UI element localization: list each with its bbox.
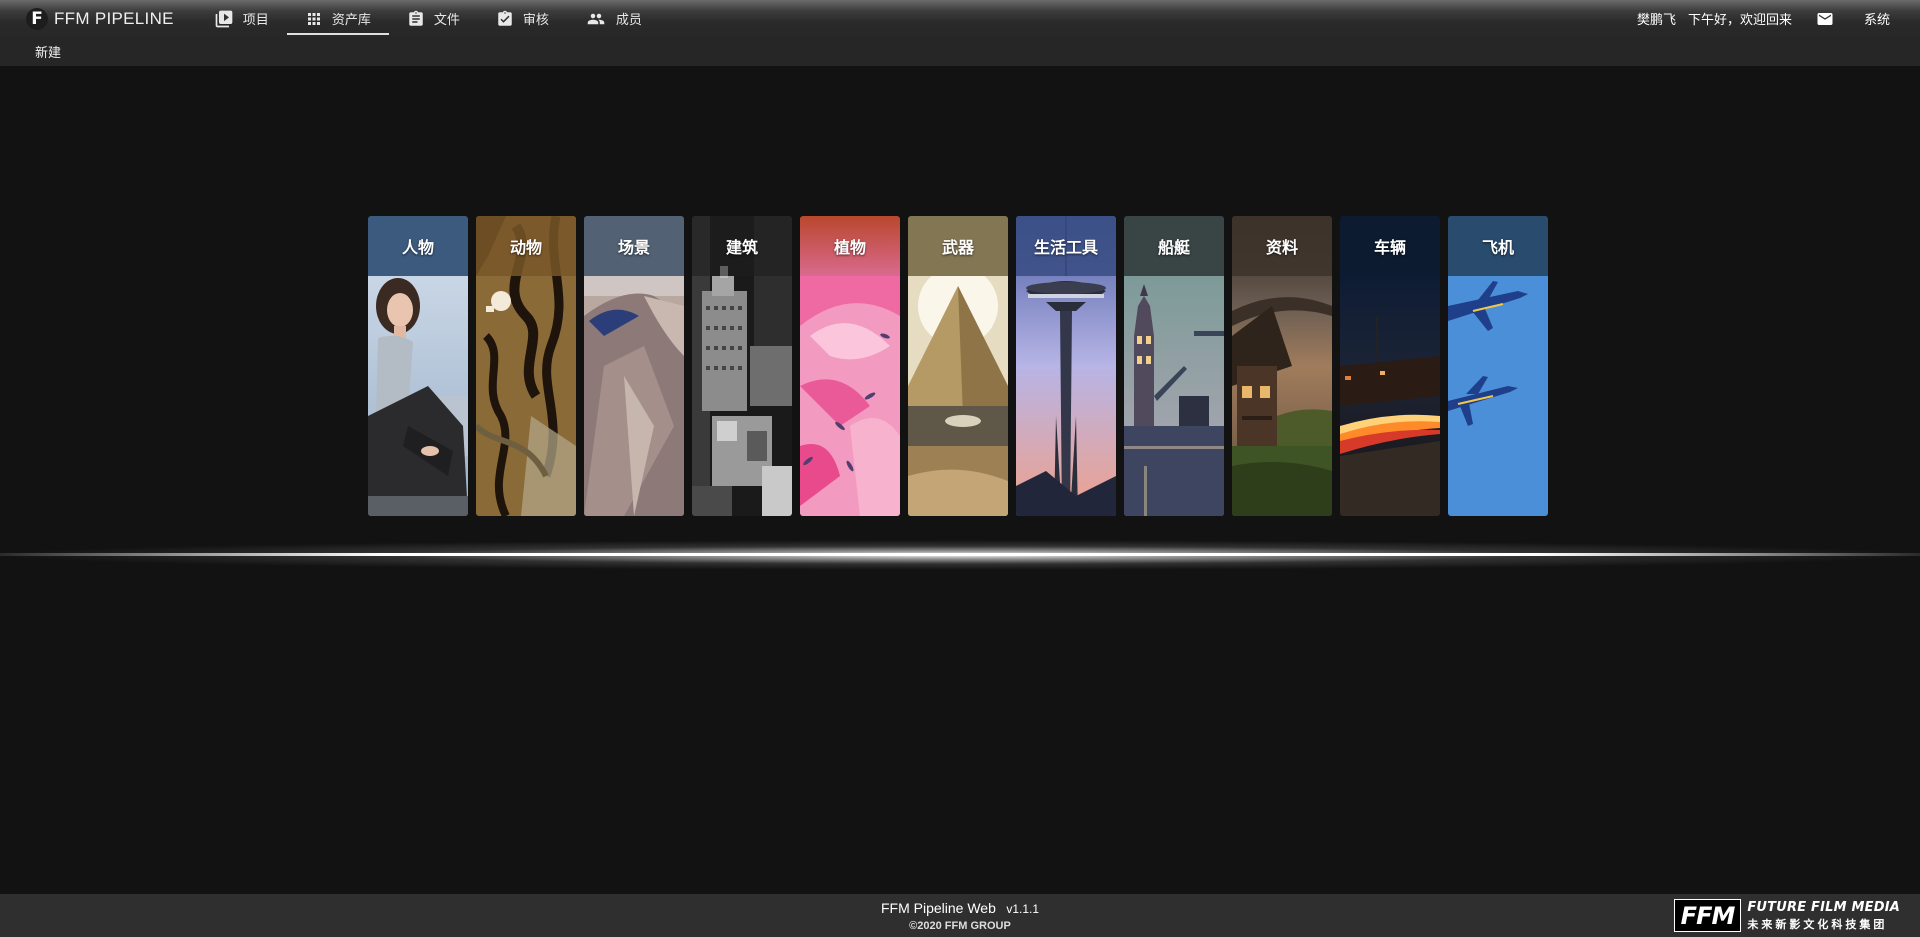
category-label: 场景 bbox=[584, 216, 684, 276]
category-architecture[interactable]: 建筑 bbox=[692, 216, 792, 516]
company-logo: FFM FUTURE FILM MEDIA 未来新影文化科技集团 bbox=[1673, 899, 1900, 932]
category-scenes[interactable]: 场景 bbox=[584, 216, 684, 516]
mail-icon[interactable] bbox=[1814, 10, 1836, 28]
pyramid-photo bbox=[908, 276, 1008, 516]
category-plants[interactable]: 植物 bbox=[800, 216, 900, 516]
category-aircraft[interactable]: 飞机 bbox=[1448, 216, 1548, 516]
pink-flower-photo bbox=[800, 276, 900, 516]
nav-item-label: 审核 bbox=[522, 13, 549, 28]
user-area: 樊鹏飞 下午好，欢迎回来 系统 bbox=[1637, 0, 1920, 37]
clipboard-icon bbox=[407, 9, 425, 29]
category-characters[interactable]: 人物 bbox=[368, 216, 468, 516]
system-menu[interactable]: 系统 bbox=[1863, 13, 1890, 28]
ffm-logo-mark: FFM bbox=[1673, 899, 1742, 932]
grid-apps-icon bbox=[305, 10, 323, 28]
tower-bridge-photo bbox=[1124, 276, 1224, 516]
footer-copyright: ©2020 FFM GROUP bbox=[909, 920, 1011, 932]
ffm-logo-text: FUTURE FILM MEDIA 未来新影文化科技集团 bbox=[1747, 900, 1900, 932]
category-label: 武器 bbox=[908, 216, 1008, 276]
category-daily-tools[interactable]: 生活工具 bbox=[1016, 216, 1116, 516]
category-label: 船艇 bbox=[1124, 216, 1224, 276]
category-label: 资料 bbox=[1232, 216, 1332, 276]
nav-item-label: 文件 bbox=[433, 13, 460, 28]
asset-category-list: 人物 动物 bbox=[368, 216, 1556, 516]
nav-item-assets[interactable]: 资产库 bbox=[286, 0, 389, 37]
category-label: 植物 bbox=[800, 216, 900, 276]
footer-info: FFM Pipeline Web v1.1.1 ©2020 FFM GROUP bbox=[0, 900, 1920, 932]
clipboard-check-icon bbox=[496, 9, 514, 29]
light-trail-photo bbox=[1340, 276, 1440, 516]
person-photo bbox=[368, 276, 468, 516]
nav-item-label: 项目 bbox=[242, 13, 269, 28]
category-vehicles[interactable]: 车辆 bbox=[1340, 216, 1440, 516]
greeting-text: 下午好，欢迎回来 bbox=[1687, 13, 1792, 28]
nav-item-projects[interactable]: 项目 bbox=[196, 0, 287, 37]
category-label: 车辆 bbox=[1340, 216, 1440, 276]
people-icon bbox=[585, 10, 607, 28]
desert-dune-photo bbox=[584, 276, 684, 516]
category-label: 生活工具 bbox=[1016, 216, 1116, 276]
nav-item-label: 成员 bbox=[615, 13, 642, 28]
cabin-photo bbox=[1232, 216, 1332, 516]
brand-name: FFM PIPELINE bbox=[54, 8, 174, 28]
main-nav: 项目 资产库 文件 审核 成员 bbox=[196, 0, 660, 37]
brand[interactable]: F FFM PIPELINE bbox=[26, 0, 174, 37]
footer: FFM Pipeline Web v1.1.1 ©2020 FFM GROUP … bbox=[0, 894, 1920, 937]
category-animals[interactable]: 动物 bbox=[476, 216, 576, 516]
user-name[interactable]: 樊鹏飞 bbox=[1636, 13, 1676, 28]
sub-toolbar: 新建 bbox=[0, 37, 1920, 66]
jets-photo bbox=[1448, 276, 1548, 516]
ffm-logo-cn: 未来新影文化科技集团 bbox=[1747, 917, 1888, 931]
top-navbar: F FFM PIPELINE 项目 资产库 文件 审核 bbox=[0, 0, 1920, 37]
category-boats[interactable]: 船艇 bbox=[1124, 216, 1224, 516]
footer-title: FFM Pipeline Web bbox=[880, 900, 996, 916]
category-materials[interactable]: 资料 bbox=[1232, 216, 1332, 516]
footer-version: v1.1.1 bbox=[1006, 902, 1040, 916]
nav-item-members[interactable]: 成员 bbox=[567, 0, 660, 37]
glow-divider-core bbox=[0, 553, 1920, 556]
nav-item-files[interactable]: 文件 bbox=[389, 0, 478, 37]
category-label: 动物 bbox=[476, 216, 576, 276]
category-label: 飞机 bbox=[1448, 216, 1548, 276]
category-label: 人物 bbox=[368, 216, 468, 276]
nav-item-review[interactable]: 审核 bbox=[478, 0, 567, 37]
category-label: 建筑 bbox=[692, 216, 792, 276]
nav-item-label: 资产库 bbox=[331, 13, 371, 28]
category-weapons[interactable]: 武器 bbox=[908, 216, 1008, 516]
brand-logo-icon: F bbox=[26, 7, 48, 30]
new-button[interactable]: 新建 bbox=[35, 46, 62, 61]
ffm-logo-en: FUTURE FILM MEDIA bbox=[1747, 899, 1900, 915]
video-library-icon bbox=[214, 9, 234, 29]
